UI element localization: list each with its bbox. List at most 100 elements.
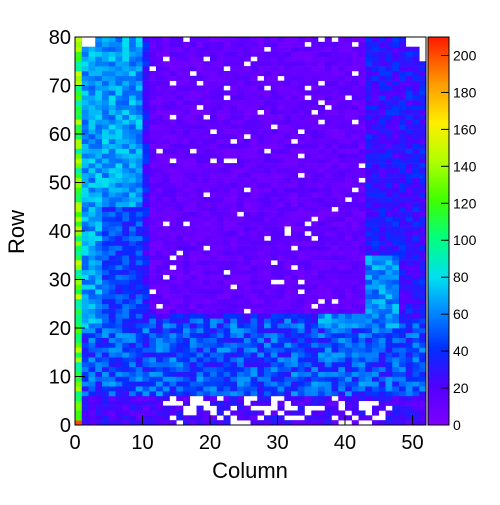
heatmap-cell: [311, 158, 319, 164]
heatmap-cell: [324, 308, 332, 314]
heatmap-cell: [385, 41, 393, 47]
heatmap-cell: [358, 395, 366, 402]
heatmap-cell: [378, 201, 386, 208]
heatmap-cell: [412, 192, 420, 198]
heatmap-cell: [291, 318, 299, 324]
heatmap-cell: [331, 66, 339, 72]
heatmap-cell: [257, 328, 265, 334]
heatmap-cell: [81, 100, 89, 106]
heatmap-cell: [129, 61, 137, 67]
heatmap-cell: [142, 294, 150, 300]
heatmap-cell: [88, 187, 96, 193]
heatmap-cell: [399, 415, 407, 421]
heatmap-cell: [392, 211, 400, 217]
heatmap-cell: [365, 143, 373, 149]
heatmap-cell: [129, 221, 137, 227]
heatmap-cell: [203, 216, 211, 222]
heatmap-cell: [122, 352, 130, 358]
heatmap-cell: [311, 420, 319, 426]
heatmap-cell: [81, 352, 89, 358]
heatmap-cell: [358, 231, 366, 237]
heatmap-cell: [277, 255, 285, 261]
heatmap-cell: [405, 313, 413, 319]
heatmap-cell: [270, 109, 278, 115]
heatmap-cell: [210, 70, 218, 77]
heatmap-cell: [405, 109, 413, 115]
heatmap-cell: [196, 347, 204, 353]
heatmap-cell: [135, 75, 143, 81]
heatmap-cell: [142, 274, 150, 280]
heatmap-cell: [419, 66, 427, 72]
heatmap-cell: [338, 352, 346, 358]
heatmap-cell: [243, 269, 251, 275]
heatmap-cell: [196, 361, 204, 368]
heatmap-cell: [210, 361, 218, 368]
heatmap-cell: [135, 361, 143, 368]
heatmap-cell: [135, 337, 143, 343]
heatmap-cell: [216, 274, 224, 280]
heatmap-cell: [338, 153, 346, 159]
heatmap-cell: [243, 284, 251, 290]
heatmap-cell: [270, 201, 278, 208]
heatmap-cell: [108, 332, 116, 338]
heatmap-cell: [243, 279, 251, 285]
heatmap-cell: [210, 75, 218, 81]
heatmap-cell: [162, 361, 170, 368]
heatmap-cell: [345, 332, 353, 338]
heatmap-cell: [196, 279, 204, 285]
heatmap-cell: [331, 56, 339, 62]
heatmap-cell: [297, 56, 305, 62]
heatmap-cell: [378, 420, 386, 426]
heatmap-cell: [108, 75, 116, 81]
heatmap-cell: [183, 216, 191, 222]
heatmap-cell: [318, 153, 326, 159]
heatmap-cell: [284, 245, 292, 251]
heatmap-cell: [304, 347, 312, 353]
heatmap-cell: [399, 109, 407, 115]
heatmap-cell: [95, 289, 103, 295]
heatmap-cell: [250, 410, 258, 416]
heatmap-cell: [257, 269, 265, 275]
heatmap-cell: [338, 187, 346, 193]
heatmap-cell: [297, 85, 305, 91]
heatmap-cell: [88, 177, 96, 183]
heatmap-cell: [318, 177, 326, 183]
heatmap-cell: [345, 294, 353, 300]
heatmap-cell: [176, 153, 184, 159]
heatmap-cell: [196, 260, 204, 266]
heatmap-cell: [365, 347, 373, 353]
heatmap-cell: [162, 172, 170, 178]
heatmap-cell: [419, 100, 427, 106]
heatmap-cell: [88, 231, 96, 237]
heatmap-cell: [88, 386, 96, 392]
y-axis-label: Row: [4, 210, 29, 254]
heatmap-cell: [270, 61, 278, 67]
heatmap-cell: [419, 361, 427, 368]
heatmap-cell: [304, 381, 312, 387]
heatmap-cell: [324, 303, 332, 309]
heatmap-cell: [385, 240, 393, 246]
heatmap-cell: [372, 405, 380, 411]
heatmap-cell: [81, 231, 89, 237]
heatmap-cell: [345, 231, 353, 237]
heatmap-cell: [196, 85, 204, 91]
heatmap-cell: [135, 323, 143, 329]
heatmap-cell: [297, 395, 305, 402]
heatmap-cell: [284, 410, 292, 416]
heatmap-cell: [270, 352, 278, 358]
heatmap-cell: [237, 318, 245, 324]
heatmap-cell: [149, 114, 157, 120]
heatmap-cell: [156, 163, 164, 169]
heatmap-cell: [149, 134, 157, 140]
heatmap-cell: [149, 371, 157, 377]
heatmap-cell: [257, 51, 265, 57]
heatmap-cell: [102, 376, 110, 382]
heatmap-cell: [102, 395, 110, 402]
heatmap-cell: [324, 255, 332, 261]
heatmap-cell: [156, 313, 164, 319]
heatmap-cell: [108, 386, 116, 392]
heatmap-cell: [95, 177, 103, 183]
heatmap-cell: [162, 197, 170, 203]
heatmap-cell: [81, 148, 89, 154]
